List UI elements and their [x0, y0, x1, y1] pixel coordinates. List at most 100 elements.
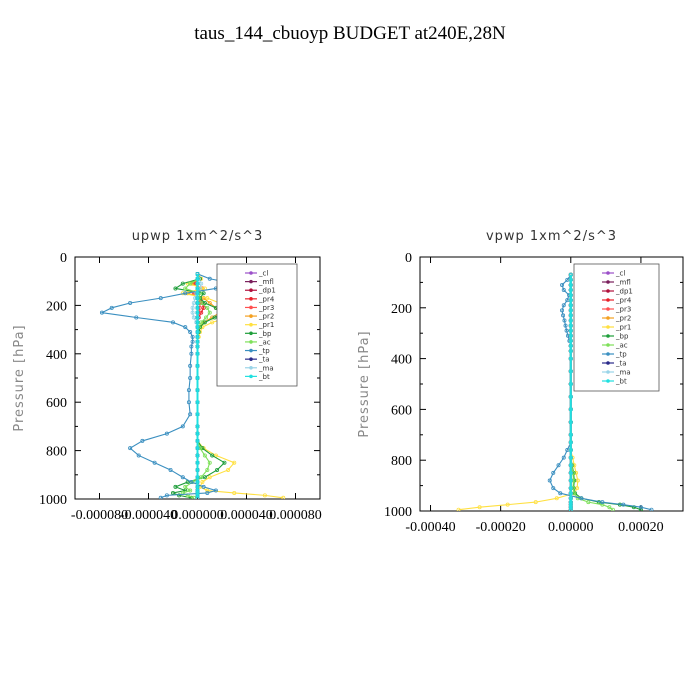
legend-label: _bp	[258, 330, 272, 338]
legend-marker	[249, 271, 253, 275]
legend-label: _ma	[258, 364, 274, 372]
y-axis-label: Pressure [hPa]	[357, 330, 372, 437]
data-point-bt	[195, 424, 200, 429]
data-point-tp	[99, 310, 104, 315]
y-tick-label: 400	[46, 348, 67, 363]
data-point-bt	[568, 288, 573, 293]
legend-label: _cl	[258, 270, 268, 278]
data-point-pr1	[533, 500, 538, 505]
data-point-tp	[561, 455, 566, 460]
data-point-tp	[207, 276, 212, 281]
legend-label: _tp	[258, 347, 270, 355]
data-point-pr1	[281, 495, 286, 499]
data-point-bt	[568, 348, 573, 353]
data-point-bt	[568, 486, 573, 491]
legend-label: _tp	[615, 351, 627, 359]
data-point-tp	[188, 330, 193, 335]
data-point-ac	[188, 488, 193, 493]
panel-title: upwp 1xm^2/s^3	[132, 229, 264, 244]
legend-marker	[249, 322, 253, 327]
data-point-tp	[168, 467, 173, 472]
data-point-bt	[195, 490, 200, 495]
legend-marker	[606, 271, 610, 275]
legend-marker	[249, 374, 253, 379]
data-point-bp	[202, 300, 207, 305]
data-point-pr1	[200, 480, 205, 485]
y-tick-label: 400	[391, 353, 412, 368]
legend-marker	[249, 340, 253, 344]
data-point-bp	[202, 475, 207, 480]
data-point-bt	[568, 455, 573, 460]
data-point-bt	[568, 496, 573, 501]
data-point-tp	[188, 375, 193, 380]
data-point-tp	[560, 282, 565, 287]
data-point-bt	[195, 310, 200, 315]
data-point-bt	[195, 400, 200, 405]
data-point-pr1	[456, 507, 461, 511]
legend-label: _ac	[615, 342, 628, 350]
data-point-tp	[136, 453, 141, 458]
data-point-ac	[183, 484, 188, 489]
data-point-tp	[558, 491, 563, 496]
data-point-bt	[568, 308, 573, 313]
data-point-bp	[222, 460, 227, 465]
data-point-tp	[564, 328, 569, 333]
x-tick-label: 0.00000	[548, 520, 594, 535]
legend-marker	[249, 314, 253, 318]
data-point-pr1	[207, 475, 212, 480]
data-point-bp	[201, 291, 206, 296]
data-point-tp	[186, 400, 191, 405]
data-point-bt	[568, 381, 573, 386]
data-point-bt	[195, 446, 200, 451]
y-tick-label: 0	[405, 251, 412, 266]
data-point-ac	[607, 505, 612, 510]
data-point-tp	[188, 363, 193, 368]
legend-label: _ta	[615, 360, 627, 368]
data-point-ac	[199, 320, 204, 325]
data-point-bt	[195, 281, 200, 286]
data-point-ac	[202, 453, 207, 458]
legend-marker	[606, 307, 610, 311]
data-point-pr4	[199, 310, 204, 315]
legend-marker	[249, 305, 253, 310]
data-point-bt	[568, 463, 573, 468]
data-point-bt	[195, 488, 200, 493]
data-point-bt	[568, 338, 573, 343]
legend-label: _bt	[615, 378, 627, 386]
legend-marker	[606, 289, 610, 293]
legend-label: _bp	[615, 333, 629, 341]
data-point-bt	[195, 325, 200, 330]
vpwp-panel: vpwp 1xm^2/s^3 Pressure [hPa] 0 200 400 600 80…	[357, 229, 684, 535]
legend-marker	[249, 348, 253, 353]
data-point-bt	[568, 298, 573, 303]
data-point-bt	[568, 407, 573, 412]
data-point-bt	[195, 480, 200, 485]
data-point-bt	[195, 453, 200, 458]
data-point-tp	[638, 505, 643, 510]
data-point-tp	[547, 478, 552, 483]
x-tick-label: -0.000080	[71, 508, 128, 523]
legend-marker	[606, 361, 610, 365]
data-point-bp	[180, 281, 185, 286]
legend-label: _pr1	[258, 321, 274, 329]
data-point-tp	[551, 470, 556, 475]
x-tick-label: 0.000080	[269, 508, 322, 523]
data-point-bt	[568, 470, 573, 475]
data-point-tp	[561, 288, 566, 293]
data-point-bt	[195, 320, 200, 325]
data-point-bp	[210, 453, 215, 458]
legend-label: _pr1	[615, 324, 631, 332]
legend-label: _pr4	[615, 297, 632, 305]
data-point-bt	[195, 438, 200, 443]
data-point-bt	[568, 448, 573, 453]
series-line-pr1	[458, 274, 579, 511]
y-tick-label: 600	[391, 403, 412, 418]
data-point-tp	[189, 344, 194, 349]
legend-label: _pr3	[615, 306, 631, 314]
legend-label: _mfl	[258, 278, 274, 286]
data-point-ma	[199, 281, 204, 286]
data-point-bt	[568, 323, 573, 328]
data-point-bt	[568, 333, 573, 338]
panel-title: vpwp 1xm^2/s^3	[486, 229, 617, 244]
data-point-ac	[207, 460, 212, 465]
